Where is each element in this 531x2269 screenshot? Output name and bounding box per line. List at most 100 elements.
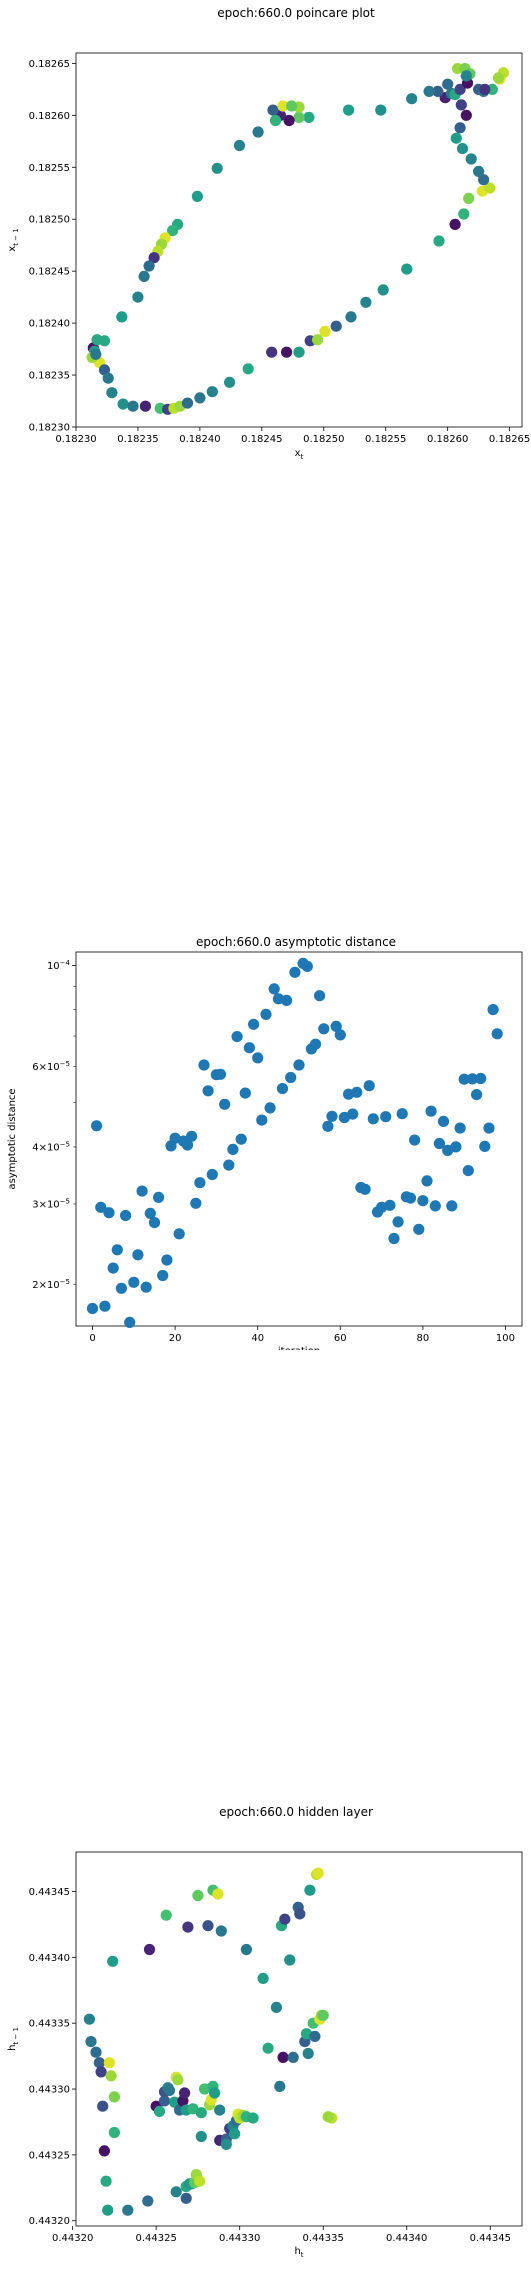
y-tick-label: 0.18265 [29, 59, 70, 70]
scatter-point [449, 218, 461, 230]
y-tick-label: 0.18230 [29, 423, 70, 434]
scatter-point [300, 2028, 313, 2040]
scatter-point [153, 2105, 166, 2117]
chart-title: epoch:660.0 poincare plot [217, 6, 375, 20]
x-tick-label: 0.18250 [303, 434, 344, 445]
scatter-point [124, 1316, 136, 1328]
scatter-point [285, 1071, 297, 1084]
scatter-point [139, 400, 151, 412]
y-ticks: 10−4 2×10−5 3×10−5 4×10−5 6×10−5 [32, 959, 76, 1291]
scatter-point [413, 1223, 425, 1235]
scatter-point [140, 1281, 152, 1293]
scatter-point [108, 2126, 120, 2139]
scatter-point [279, 1913, 291, 1925]
plot-frame [75, 1851, 523, 2227]
scatter-point [252, 126, 264, 138]
scatter-point [90, 2046, 102, 2058]
scatter-point [293, 111, 305, 123]
scatter-point [122, 2204, 134, 2216]
scatter-point [95, 2066, 107, 2078]
scatter-point [432, 85, 444, 97]
scatter-point [143, 260, 155, 272]
scatter-point [283, 114, 295, 127]
scatter-point [235, 1133, 247, 1145]
scatter-point [194, 1177, 206, 1189]
x-tick-label: 0.18240 [179, 434, 220, 445]
poincare-plot: epoch:660.0 poincare plot 0.18230 0.18235… [7, 6, 530, 461]
scatter-point [269, 114, 282, 127]
scatter-point [194, 2175, 206, 2187]
scatter-point [167, 225, 179, 237]
scatter-point [187, 2103, 199, 2115]
scatter-point [136, 1185, 148, 1197]
y-tick-label: 0.44340 [29, 1953, 70, 1964]
scatter-point [286, 100, 298, 112]
scatter-point [144, 1207, 156, 1219]
x-tick-label: 0.44335 [303, 2233, 344, 2244]
scatter-point [142, 2195, 154, 2207]
scatter-point [433, 235, 445, 247]
asymptotic-distance-plot: epoch:660.0 asymptotic distance 10−4 2×10… [7, 935, 523, 1350]
scatter-point [463, 192, 475, 204]
scatter-point [215, 1925, 227, 1937]
scatter-point [404, 1192, 417, 1204]
scatter-point [268, 983, 280, 995]
y-ticks: 0.44320 0.44325 0.44330 0.44335 0.44340 0.443… [29, 1887, 76, 2227]
scatter-point [363, 1080, 375, 1092]
x-axis-label: ht [294, 2246, 303, 2259]
scatter-point [223, 1159, 235, 1171]
scatter-point [274, 2080, 286, 2092]
scatter-point [97, 2100, 109, 2112]
scatter-point [384, 1199, 396, 1211]
scatter-point [115, 1282, 127, 1294]
scatter-point [442, 78, 454, 90]
x-ticks: 0.44320 0.44325 0.44330 0.44335 0.44340 0.443… [52, 2226, 511, 2244]
scatter-point [219, 1098, 231, 1110]
scatter-point [277, 2051, 289, 2063]
scatter-point [148, 1217, 161, 1229]
scatter-point [170, 2186, 182, 2198]
scatter-point [98, 2145, 110, 2157]
scatter-point [314, 990, 326, 1002]
scatter-point [85, 2036, 97, 2048]
x-tick-label: 0.18265 [489, 434, 530, 445]
scatter-point [294, 1908, 306, 1920]
x-tick-label: 0.44325 [136, 2233, 177, 2244]
scatter-point [229, 2128, 241, 2140]
scatter-point [195, 2107, 207, 2119]
points [86, 63, 509, 415]
scatter-point [429, 1200, 441, 1212]
y-tick-label: 0.44320 [29, 2216, 70, 2227]
scatter-point [302, 2047, 314, 2060]
scatter-point [206, 386, 218, 398]
scatter-point [231, 1031, 243, 1043]
scatter-point [367, 1113, 379, 1125]
scatter-point [107, 1262, 119, 1274]
scatter-point [173, 1228, 185, 1240]
scatter-point [330, 320, 342, 332]
x-tick-label: 40 [251, 1333, 264, 1344]
scatter-point [450, 1141, 462, 1153]
scatter-point [252, 1052, 264, 1064]
scatter-point [322, 1120, 334, 1132]
scatter-point [180, 2192, 192, 2204]
scatter-point [132, 291, 144, 303]
x-tick-label: 0.18260 [427, 434, 468, 445]
scatter-point [334, 1029, 346, 1041]
scatter-point [317, 2009, 329, 2021]
scatter-point [473, 165, 485, 177]
y-tick-label: 10−4 [47, 959, 71, 972]
scatter-point [309, 1038, 322, 1050]
scatter-point [462, 1165, 474, 1177]
scatter-point [86, 1302, 99, 1315]
x-tick-label: 0.44320 [52, 2233, 93, 2244]
scatter-point [206, 1168, 218, 1181]
scatter-point [191, 190, 203, 202]
scatter-point [172, 2074, 184, 2086]
scatter-point [319, 325, 331, 337]
scatter-point [330, 1020, 342, 1032]
x-axis-label: xt [295, 448, 304, 461]
scatter-point [276, 1083, 289, 1095]
scatter-point [458, 1073, 470, 1085]
y-tick-label: 0.44345 [29, 1887, 70, 1898]
